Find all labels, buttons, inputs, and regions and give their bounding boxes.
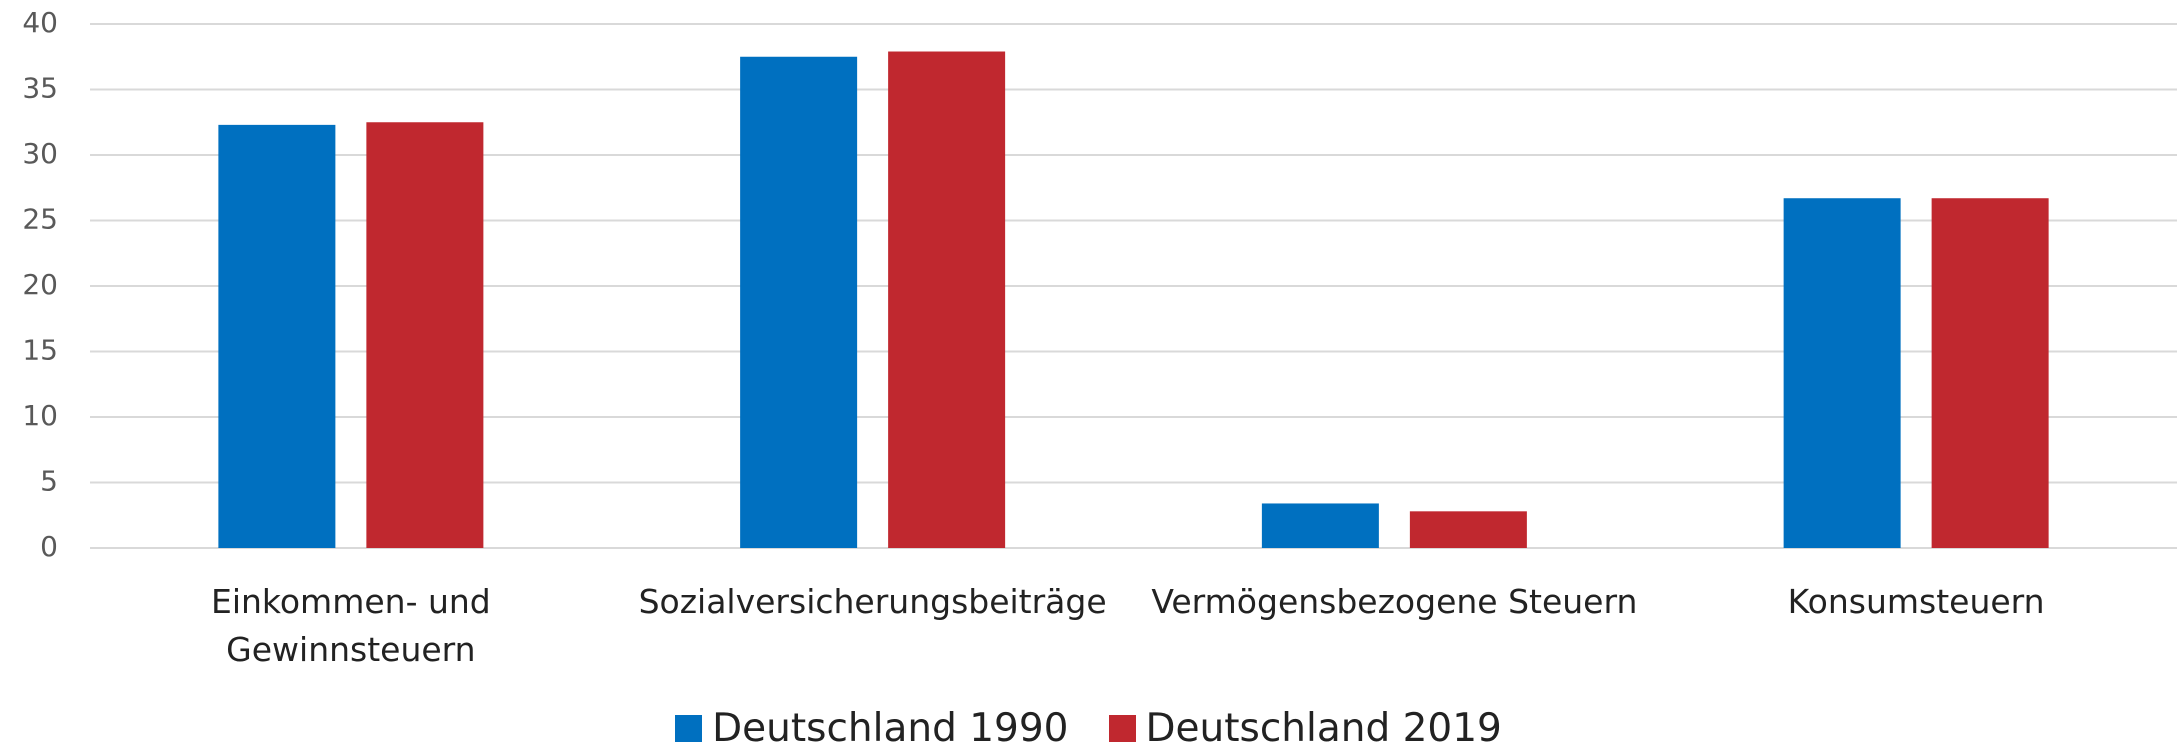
legend-swatch bbox=[675, 715, 703, 742]
bar bbox=[740, 56, 858, 548]
y-tick-label: 30 bbox=[22, 137, 58, 170]
x-tick-label: Sozialversicherungsbeiträge bbox=[638, 582, 1107, 621]
x-tick-label: Konsumsteuern bbox=[1787, 582, 2045, 621]
legend-label: Deutschland 2019 bbox=[1145, 706, 1502, 751]
y-tick-label: 0 bbox=[40, 530, 58, 563]
legend: Deutschland 1990 Deutschland 2019 bbox=[0, 706, 2177, 751]
bar bbox=[1261, 503, 1379, 548]
y-tick-label: 5 bbox=[40, 465, 58, 498]
bar bbox=[1409, 511, 1527, 548]
y-tick-label: 15 bbox=[22, 334, 58, 367]
legend-label: Deutschland 1990 bbox=[712, 706, 1069, 751]
x-tick-label: Einkommen- und Gewinnsteuern bbox=[211, 582, 491, 669]
y-tick-label: 25 bbox=[22, 203, 58, 236]
bar bbox=[888, 51, 1006, 548]
legend-item: Deutschland 2019 bbox=[1108, 706, 1502, 751]
y-tick-label: 40 bbox=[22, 6, 58, 39]
x-tick-label: Vermögensbezogene Steuern bbox=[1151, 582, 1638, 621]
bar bbox=[1783, 198, 1901, 549]
bar bbox=[218, 124, 336, 549]
legend-item: Deutschland 1990 bbox=[675, 706, 1069, 751]
bar bbox=[1931, 198, 2049, 549]
legend-swatch bbox=[1108, 715, 1136, 742]
y-tick-label: 10 bbox=[22, 399, 58, 432]
y-tick-label: 35 bbox=[22, 72, 58, 105]
y-tick-label: 20 bbox=[22, 268, 58, 301]
bar bbox=[366, 122, 484, 548]
